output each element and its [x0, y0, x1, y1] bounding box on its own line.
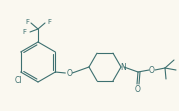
Text: F: F — [25, 19, 29, 25]
Text: O: O — [149, 65, 155, 74]
Text: F: F — [47, 19, 51, 25]
Text: O: O — [135, 84, 141, 93]
Text: Cl: Cl — [15, 75, 22, 84]
Text: F: F — [22, 29, 26, 35]
Text: O: O — [66, 68, 72, 77]
Text: N: N — [120, 62, 126, 71]
